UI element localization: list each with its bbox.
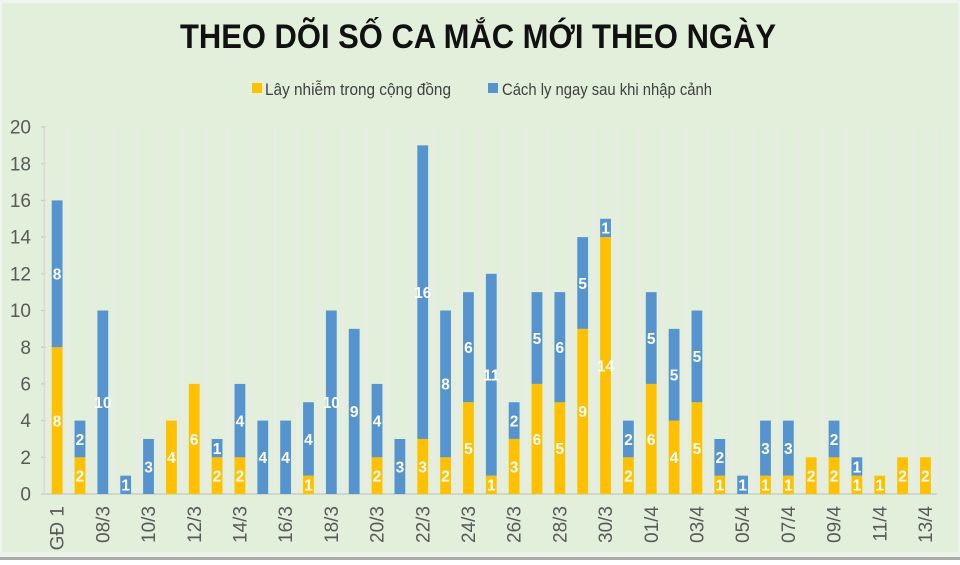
svg-text:20/3: 20/3 [368, 506, 389, 543]
svg-text:5: 5 [647, 331, 656, 348]
svg-text:6: 6 [556, 340, 565, 357]
svg-text:2: 2 [715, 450, 724, 467]
svg-text:2: 2 [807, 468, 816, 485]
svg-text:2: 2 [830, 432, 839, 449]
svg-text:03/4: 03/4 [688, 506, 709, 543]
svg-text:2: 2 [624, 468, 633, 485]
svg-text:8: 8 [53, 267, 62, 284]
svg-text:3: 3 [144, 459, 153, 476]
svg-text:4: 4 [281, 450, 290, 467]
svg-text:09/4: 09/4 [825, 506, 846, 543]
svg-text:6: 6 [190, 432, 199, 449]
svg-text:4: 4 [236, 413, 245, 430]
svg-text:4: 4 [304, 432, 313, 449]
svg-text:6: 6 [464, 340, 473, 357]
svg-text:4: 4 [373, 413, 382, 430]
svg-text:9: 9 [578, 404, 587, 421]
svg-text:24/3: 24/3 [459, 506, 480, 543]
svg-text:5: 5 [556, 441, 565, 458]
svg-text:3: 3 [761, 441, 770, 458]
svg-text:0: 0 [20, 485, 31, 506]
svg-text:9: 9 [350, 404, 359, 421]
svg-text:11: 11 [483, 368, 500, 385]
svg-text:2: 2 [236, 468, 245, 485]
svg-text:2: 2 [20, 448, 31, 469]
svg-text:2: 2 [76, 432, 85, 449]
svg-text:10: 10 [94, 395, 111, 412]
svg-text:14: 14 [10, 228, 32, 249]
svg-text:4: 4 [670, 450, 679, 467]
svg-text:16/3: 16/3 [276, 506, 297, 543]
svg-text:8: 8 [20, 338, 31, 359]
svg-text:5: 5 [464, 441, 473, 458]
svg-text:12: 12 [10, 264, 31, 285]
svg-text:1: 1 [738, 478, 747, 495]
svg-text:08/3: 08/3 [93, 506, 114, 543]
svg-text:8: 8 [53, 413, 62, 430]
svg-text:Lây nhiễm trong cộng đồng: Lây nhiễm trong cộng đồng [265, 80, 451, 99]
svg-text:5: 5 [693, 441, 702, 458]
svg-text:6: 6 [647, 432, 656, 449]
svg-text:6: 6 [20, 375, 31, 396]
svg-text:14: 14 [597, 358, 615, 375]
svg-text:4: 4 [20, 411, 31, 432]
svg-text:2: 2 [624, 432, 633, 449]
svg-text:10/3: 10/3 [139, 506, 160, 543]
svg-text:12/3: 12/3 [185, 506, 206, 543]
svg-text:1: 1 [761, 478, 770, 495]
svg-text:05/4: 05/4 [733, 506, 754, 543]
svg-text:5: 5 [693, 349, 702, 366]
svg-text:THEO DÕI SỐ CA MẮC MỚI THEO NG: THEO DÕI SỐ CA MẮC MỚI THEO NGÀY [180, 17, 776, 56]
svg-text:2: 2 [213, 468, 222, 485]
svg-text:6: 6 [533, 432, 542, 449]
svg-text:Cách ly ngay sau khi nhập cảnh: Cách ly ngay sau khi nhập cảnh [502, 80, 712, 99]
svg-text:22/3: 22/3 [413, 506, 434, 543]
svg-text:1: 1 [601, 221, 610, 238]
svg-text:1: 1 [784, 478, 793, 495]
svg-text:4: 4 [167, 450, 176, 467]
svg-text:5: 5 [670, 368, 679, 385]
svg-text:1: 1 [853, 459, 862, 476]
svg-text:2: 2 [830, 468, 839, 485]
svg-text:3: 3 [510, 459, 519, 476]
svg-text:3: 3 [418, 459, 427, 476]
svg-text:1: 1 [213, 441, 222, 458]
svg-text:3: 3 [784, 441, 793, 458]
svg-text:07/4: 07/4 [779, 506, 800, 543]
svg-text:13/4: 13/4 [916, 506, 937, 543]
svg-text:1: 1 [304, 478, 313, 495]
svg-text:26/3: 26/3 [505, 506, 526, 543]
svg-text:1: 1 [715, 478, 724, 495]
svg-text:11/4: 11/4 [870, 506, 891, 542]
svg-text:01/4: 01/4 [642, 506, 663, 543]
svg-text:18: 18 [10, 154, 31, 175]
svg-text:16: 16 [10, 191, 31, 212]
svg-text:14/3: 14/3 [231, 506, 252, 543]
svg-text:8: 8 [441, 377, 450, 394]
svg-text:3: 3 [396, 459, 405, 476]
svg-text:2: 2 [898, 468, 907, 485]
svg-text:20: 20 [10, 118, 31, 139]
svg-text:4: 4 [258, 450, 267, 467]
svg-text:30/3: 30/3 [596, 506, 617, 543]
svg-text:GĐ 1: GĐ 1 [48, 506, 69, 550]
svg-text:2: 2 [441, 468, 450, 485]
svg-text:2: 2 [510, 413, 519, 430]
svg-text:1: 1 [487, 478, 496, 495]
svg-text:18/3: 18/3 [322, 506, 343, 543]
svg-text:1: 1 [875, 478, 884, 495]
svg-text:16: 16 [414, 285, 432, 302]
svg-text:5: 5 [533, 331, 542, 348]
svg-text:2: 2 [373, 468, 382, 485]
svg-text:2: 2 [76, 468, 85, 485]
svg-text:10: 10 [323, 395, 340, 412]
svg-text:28/3: 28/3 [550, 506, 571, 543]
svg-text:1: 1 [853, 478, 862, 495]
svg-text:1: 1 [121, 478, 130, 495]
svg-text:2: 2 [921, 468, 930, 485]
svg-text:5: 5 [578, 276, 587, 293]
svg-text:10: 10 [10, 301, 31, 322]
